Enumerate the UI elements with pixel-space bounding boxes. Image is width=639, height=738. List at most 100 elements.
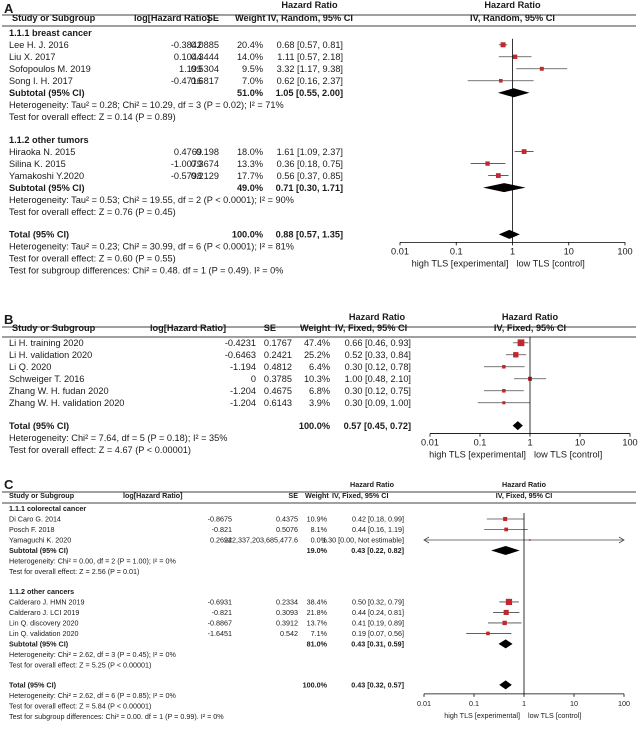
panel-c-row-9-se: 0.2334 bbox=[276, 597, 298, 606]
panel-c-row-12-study-name: Lin Q. validation 2020 bbox=[9, 629, 79, 638]
panel-a-row-13-subtotal-ci-text: 0.71 [0.30, 1.71] bbox=[276, 183, 343, 193]
panel-b-row-2-study-name: Li Q. 2020 bbox=[9, 362, 51, 372]
panel-b-row-5-log-hr: -1.204 bbox=[230, 398, 256, 408]
panel-a-row-20-stat-note: Test for subgroup differences: Chi² = 0.… bbox=[9, 266, 283, 276]
panel-a-row-3-log-hr: 1.199 bbox=[179, 64, 202, 74]
panel-a-row-2-study-name: Liu X. 2017 bbox=[9, 52, 56, 62]
panel-c-row-13-subtotal-weight: 81.0% bbox=[307, 639, 328, 648]
panel-c-row-13-subtotal-diamond bbox=[498, 639, 513, 649]
panel-c-row-17-total-weight: 100.0% bbox=[303, 680, 328, 689]
panel-a-row-17-total-ci-text: 0.88 [0.57, 1.35] bbox=[276, 230, 343, 240]
panel-b-col-study: Study or Subgroup bbox=[12, 323, 96, 333]
panel-a-row-18-stat-note: Heterogeneity: Tau² = 0.23; Chi² = 30.99… bbox=[9, 242, 294, 252]
panel-b-label: B bbox=[4, 312, 13, 327]
panel-c-row-12-weight-marker bbox=[486, 631, 490, 636]
panel-c-row-3-ci-arrow-right bbox=[618, 536, 625, 544]
panel-a-row-3-se: 0.5304 bbox=[191, 64, 219, 74]
panel-a-row-10-se: 0.198 bbox=[196, 147, 219, 157]
panel-c-row-0-subgroup-heading: 1.1.1 colorectal cancer bbox=[9, 504, 86, 513]
panel-b-row-1-log-hr: -0.6463 bbox=[225, 350, 256, 360]
panel-c-row-10-weight: 21.8% bbox=[307, 608, 328, 617]
panel-c-row-1-ci-text: 0.42 [0.18, 0.99] bbox=[352, 515, 404, 524]
panel-a-row-13-subtotal-label: Subtotal (95% CI) bbox=[9, 183, 85, 193]
panel-a-row-10-weight-marker bbox=[521, 149, 527, 154]
panel-a-row-12-ci-text: 0.56 [0.37, 0.85] bbox=[277, 171, 343, 181]
panel-c-row-17-total-label: Total (95% CI) bbox=[9, 680, 57, 689]
panel-a-row-11-log-hr: -1.0079 bbox=[171, 159, 202, 169]
panel-a-row-1-log-hr: -0.3842 bbox=[171, 40, 202, 50]
panel-a-label: A bbox=[4, 1, 14, 16]
panel-a-row-5-subtotal-diamond bbox=[497, 88, 530, 98]
panel-c-row-9-weight-marker bbox=[505, 598, 513, 606]
panel-c-axis-right-label: low TLS [control] bbox=[528, 711, 581, 720]
panel-b-x-tick-label-1: 0.1 bbox=[474, 438, 487, 448]
panel-b-row-0-weight-marker bbox=[517, 339, 525, 347]
panel-c-label: C bbox=[4, 477, 14, 492]
panel-c-row-4-subtotal-weight: 19.0% bbox=[307, 546, 328, 555]
panel-b-row-4-log-hr: -1.204 bbox=[230, 386, 256, 396]
panel-b-col-ci: IV, Fixed, 95% CI bbox=[335, 323, 407, 333]
panel-a-row-1-weight-marker bbox=[500, 42, 506, 48]
panel-c-row-12-ci-text: 0.19 [0.07, 0.56] bbox=[352, 629, 404, 638]
panel-c-row-10-weight-marker bbox=[503, 609, 509, 615]
panel-b-col-weight: Weight bbox=[300, 323, 330, 333]
panel-a-x-tick-label-4: 100 bbox=[617, 246, 632, 256]
panel-a-row-17-total-label: Total (95% CI) bbox=[9, 230, 69, 240]
panel-c-col-weight: Weight bbox=[305, 491, 329, 500]
panel-a-x-tick-label-0: 0.01 bbox=[391, 246, 409, 256]
panel-c-row-1-study-name: Di Caro G. 2014 bbox=[9, 515, 61, 524]
panel-b-row-0-log-hr: -0.4231 bbox=[225, 338, 256, 348]
panel-c-row-2-weight-marker bbox=[504, 527, 509, 532]
panel-a-axis-left-label: high TLS [experimental] bbox=[412, 258, 509, 268]
panel-a-row-12-log-hr: -0.5798 bbox=[171, 171, 202, 181]
panel-b-row-2-log-hr: -1.194 bbox=[230, 362, 256, 372]
panel-c-row-1-weight-marker bbox=[503, 516, 508, 522]
panel-c-row-17-total-diamond bbox=[499, 680, 512, 690]
panel-b-row-9-stat-note: Test for overall effect: Z = 4.67 (P < 0… bbox=[9, 445, 191, 455]
panel-b-row-0-study-name: Li H. training 2020 bbox=[9, 338, 84, 348]
panel-c-row-2-weight: 8.1% bbox=[311, 525, 328, 534]
panel-c-x-tick-label-4: 100 bbox=[618, 699, 630, 708]
panel-c-row-13-subtotal-label: Subtotal (95% CI) bbox=[9, 639, 69, 648]
panel-b-row-4-ci-text: 0.30 [0.12, 0.75] bbox=[345, 386, 411, 396]
panel-a-row-1-weight: 20.4% bbox=[237, 40, 263, 50]
panel-b-row-0-weight: 47.4% bbox=[304, 338, 330, 348]
panel-a-x-tick-label-3: 10 bbox=[564, 246, 574, 256]
panel-c-row-15-stat-note: Test for overall effect: Z = 5.25 (P < 0… bbox=[9, 660, 151, 669]
panel-c-col-ci: IV, Fixed, 95% CI bbox=[332, 491, 388, 500]
panel-b-row-2-weight: 6.4% bbox=[309, 362, 330, 372]
panel-a-row-13-subtotal-diamond bbox=[483, 183, 526, 193]
panel-c-x-tick-label-3: 10 bbox=[570, 699, 578, 708]
panel-b-row-5-weight-marker bbox=[502, 401, 506, 405]
panel-b-row-7-total-weight: 100.0% bbox=[299, 421, 330, 431]
panel-c-plot-title: Hazard Ratio bbox=[502, 480, 547, 489]
panel-b-x-tick-label-3: 10 bbox=[575, 438, 585, 448]
panel-b-row-7-total-ci-text: 0.57 [0.45, 0.72] bbox=[344, 421, 411, 431]
panel-b-row-1-study-name: Li H. validation 2020 bbox=[9, 350, 92, 360]
panel-a-col-ci: IV, Random, 95% CI bbox=[268, 13, 353, 23]
panel-c-row-2-log-hr: -0.821 bbox=[212, 525, 232, 534]
panel-a-row-1-se: 0.0885 bbox=[191, 40, 219, 50]
panel-a-row-4-study-name: Song I. H. 2017 bbox=[9, 76, 73, 86]
panel-c-row-8-subgroup-heading: 1.1.2 other cancers bbox=[9, 587, 74, 596]
panel-c-row-19-stat-note: Test for overall effect: Z = 5.84 (P < 0… bbox=[9, 701, 151, 710]
panel-a-row-3-weight: 9.5% bbox=[242, 64, 263, 74]
panel-b-row-7-total-label: Total (95% CI) bbox=[9, 421, 69, 431]
panel-b-col-est: log[Hazard Ratio] bbox=[150, 323, 226, 333]
panel-a-row-11-ci-text: 0.36 [0.18, 0.75] bbox=[277, 159, 343, 169]
panel-c-row-5-stat-note: Heterogeneity: Chi² = 0.00, df = 2 (P = … bbox=[9, 557, 176, 566]
panel-c-row-10-log-hr: -0.821 bbox=[212, 608, 232, 617]
panel-b-plot-subtitle: IV, Fixed, 95% CI bbox=[494, 323, 566, 333]
panel-c-row-11-study-name: Lin Q. discovery 2020 bbox=[9, 618, 79, 627]
panel-c-row-1-se: 0.4375 bbox=[276, 515, 298, 524]
panel-a-row-4-ci-text: 0.62 [0.16, 2.37] bbox=[277, 76, 343, 86]
panel-a-plot-subtitle: IV, Random, 95% CI bbox=[470, 13, 555, 23]
panel-c-row-3-ci-text: 1.30 [0.00, Not estimable] bbox=[322, 536, 404, 545]
panel-b-row-3-log-hr: 0 bbox=[251, 374, 256, 384]
panel-a-row-11-weight: 13.3% bbox=[237, 159, 263, 169]
panel-c-row-2-study-name: Posch F. 2018 bbox=[9, 525, 55, 534]
panel-a-row-4-weight: 7.0% bbox=[242, 76, 263, 86]
panel-c-row-3-se: 922,337,203,685,477.6 bbox=[224, 536, 298, 545]
panel-b-row-4-weight-marker bbox=[502, 389, 506, 393]
